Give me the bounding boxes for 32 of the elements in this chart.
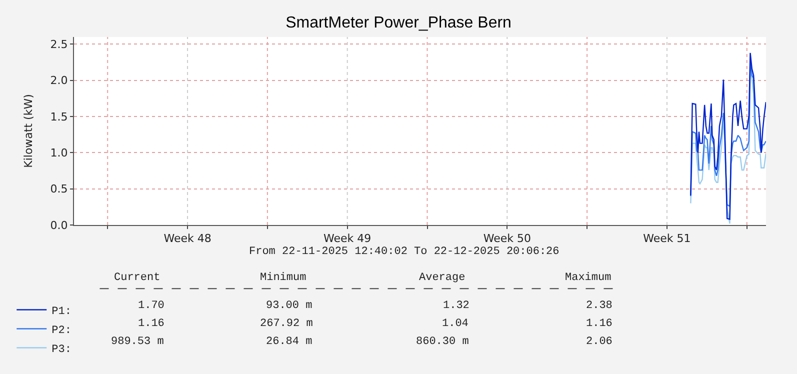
text: 860.30 m (416, 336, 470, 348)
y-tick-label: 1.5 (50, 110, 68, 124)
text: 1.16 (138, 318, 164, 330)
y-axis-title: Kilowatt (kW) (22, 94, 35, 168)
x-tick-label: Week 51 (643, 232, 691, 246)
text: 1.32 (443, 300, 470, 312)
text: Average (419, 272, 466, 284)
text: 93.00 m (266, 300, 313, 312)
legend-label: P3: (52, 344, 72, 356)
y-tick-label: 0.0 (50, 218, 68, 232)
text: 1.70 (138, 300, 164, 312)
text: 989.53 m (111, 336, 164, 348)
text: Maximum (565, 272, 612, 284)
y-tick-label: 1.0 (50, 146, 68, 160)
text: Current (114, 272, 160, 284)
chart-title: SmartMeter Power_Phase Bern (286, 14, 512, 32)
y-tick-label: 2.5 (50, 38, 68, 52)
text: 26.84 m (266, 336, 313, 348)
text: 2.06 (586, 336, 612, 348)
x-tick-label: Week 48 (164, 232, 212, 246)
y-tick-label: 0.5 (50, 182, 68, 196)
text: 1.04 (442, 318, 469, 330)
text: 2.38 (586, 300, 612, 312)
text: 1.16 (586, 318, 612, 330)
x-tick-label: Week 50 (483, 232, 531, 246)
x-tick-label: Week 49 (324, 232, 372, 246)
legend-label: P2: (52, 325, 72, 338)
text: From 22-11-2025 12:40:02 To 22-12-2025 20:06:26 (249, 246, 560, 258)
y-tick-label: 2.0 (50, 74, 68, 88)
text: Minimum (260, 272, 307, 284)
legend-label: P1: (52, 306, 72, 318)
text: 267.92 m (260, 318, 314, 330)
